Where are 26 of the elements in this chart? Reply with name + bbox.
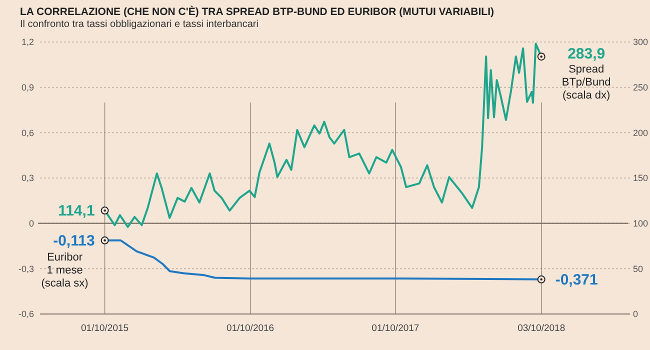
- y-tick-label: 0,6: [21, 128, 34, 138]
- y2-tick-label: 200: [633, 128, 648, 138]
- data-label: 283,9: [568, 46, 606, 63]
- y-tick-label: -0,6: [18, 309, 34, 320]
- chart-subtitle: Il confronto tra tassi obbligazionari e tassi interbancari: [20, 19, 258, 30]
- y2-tick-label: 50: [633, 264, 644, 274]
- x-tick-label: 01/10/2016: [226, 323, 274, 334]
- data-label: -0,371: [555, 271, 598, 288]
- y2-tick-label: 150: [633, 173, 648, 184]
- y2-tick-label: 250: [633, 82, 648, 92]
- x-tick-label: 03/10/2018: [518, 323, 566, 334]
- data-label: -0,113: [53, 232, 95, 250]
- y2-tick-label: 0: [633, 309, 638, 320]
- data-label: 114,1: [58, 202, 95, 220]
- x-tick-label: 01/10/2017: [372, 323, 420, 334]
- series-label: Spread BTp/Bund (scala dx): [562, 64, 611, 102]
- series-label: Euribor 1 mese (scala sx): [41, 251, 88, 290]
- y-tick-label: 0,9: [21, 82, 34, 92]
- y2-tick-label: 300: [633, 37, 648, 48]
- x-tick-label: 01/10/2015: [81, 323, 129, 334]
- y-tick-label: 0: [28, 218, 34, 228]
- y2-tick-label: 100: [633, 218, 648, 228]
- chart-title: LA CORRELAZIONE (CHE NON C'È) TRA SPREAD BTP-BUND ED EURIBOR (MUTUI VARIABILI): [20, 5, 494, 18]
- y-tick-label: 1,2: [21, 37, 34, 48]
- y-tick-label: 0,3: [21, 173, 34, 184]
- y-tick-label: -0,3: [18, 264, 34, 274]
